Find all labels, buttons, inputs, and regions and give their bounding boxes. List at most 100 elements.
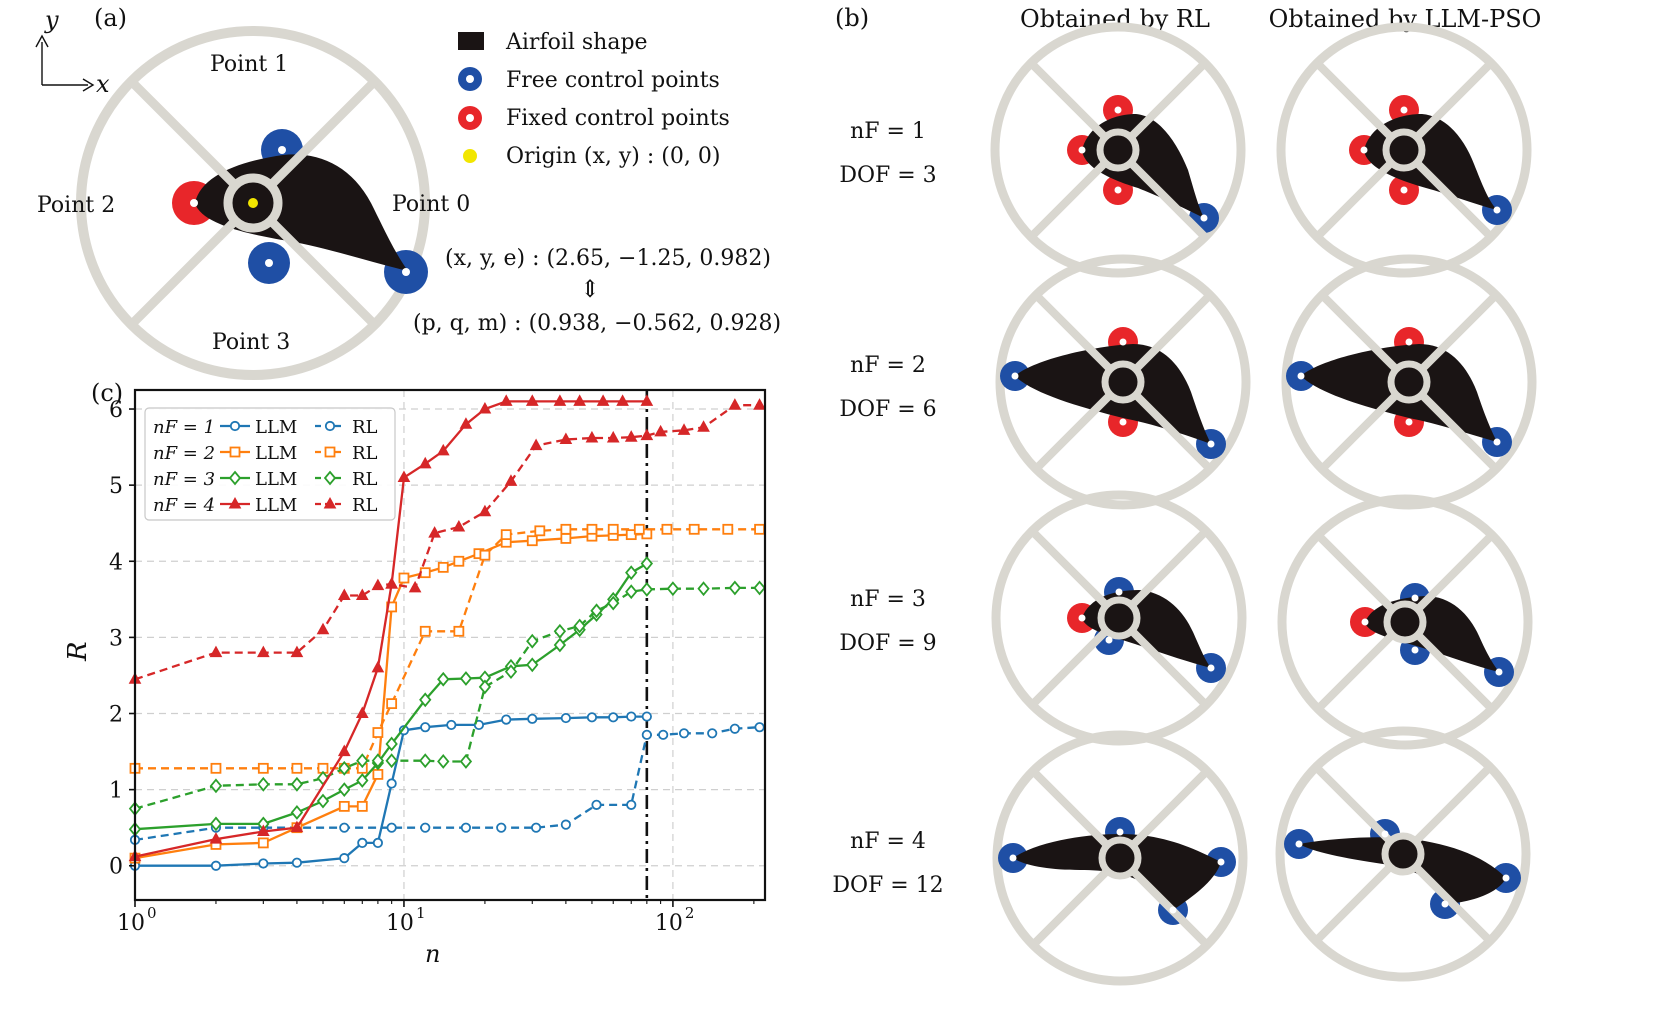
data-point — [446, 719, 457, 731]
data-point — [386, 778, 397, 789]
data-point — [291, 857, 303, 868]
wheel-diagram-a — [76, 26, 430, 380]
x-tick-exponent: 2 — [685, 904, 695, 922]
data-point — [420, 722, 431, 733]
y-tick-label: 3 — [109, 626, 123, 651]
plot-frame — [133, 388, 767, 902]
data-point — [210, 762, 222, 774]
data-point — [526, 535, 538, 547]
data-point — [386, 698, 398, 710]
data-point — [459, 417, 473, 429]
data-point — [640, 582, 654, 597]
data-point — [753, 580, 766, 596]
equation-xye: (x, y, e) : (2.65, −1.25, 0.982) — [445, 246, 771, 271]
data-point — [478, 401, 492, 414]
axis-x-label: x — [96, 70, 110, 98]
airfoil-rl-nf1 — [995, 27, 1241, 273]
panel-a: (a) y x — [35, 4, 781, 380]
legend-marker — [229, 446, 241, 458]
data-point — [526, 657, 539, 673]
x-tick-label: 10 — [117, 911, 145, 936]
legend-marker — [323, 470, 337, 486]
data-point — [372, 837, 383, 849]
data-point — [418, 456, 432, 469]
legend-marker — [228, 496, 242, 509]
data-point — [453, 625, 465, 637]
data-point — [460, 822, 472, 833]
data-point — [501, 714, 512, 725]
data-point — [256, 645, 270, 658]
data-point — [419, 692, 432, 708]
data-point — [459, 754, 473, 769]
panel-b-label: (b) — [835, 4, 869, 32]
data-point — [591, 799, 602, 810]
data-point — [419, 567, 431, 579]
data-point — [641, 711, 652, 722]
data-point — [640, 556, 654, 571]
data-point — [316, 622, 330, 635]
point-2-label: Point 2 — [37, 193, 115, 218]
data-point — [257, 762, 269, 774]
data-point — [209, 778, 223, 794]
data-point — [560, 819, 571, 830]
data-point — [616, 394, 629, 406]
data-point — [371, 660, 385, 673]
data-point — [428, 526, 441, 538]
data-point — [209, 832, 223, 844]
data-point — [398, 572, 410, 584]
row-3-dof: DOF = 9 — [839, 631, 936, 656]
data-point — [754, 523, 765, 535]
data-point — [316, 793, 330, 809]
airfoil-llm-nf4 — [1280, 731, 1526, 977]
x-tick-label: 10 — [386, 911, 414, 936]
airfoil-llm-nf3 — [1282, 499, 1528, 745]
data-point — [560, 712, 571, 724]
data-point — [729, 723, 740, 734]
legend-method-rl: RL — [352, 443, 378, 464]
data-point — [586, 523, 598, 535]
data-point — [640, 428, 654, 441]
x-tick-label: 10 — [655, 911, 683, 936]
data-point — [678, 728, 690, 739]
axis-y-label: y — [44, 6, 59, 34]
legend-airfoil-text: Airfoil shape — [505, 30, 648, 55]
legend-method-rl: RL — [352, 469, 378, 490]
data-point — [371, 578, 385, 591]
data-point — [526, 633, 539, 649]
legend-marker — [323, 496, 337, 509]
data-point — [290, 645, 304, 658]
legend-row-label: nF = 2 — [153, 443, 215, 464]
data-point — [633, 523, 645, 535]
data-point — [504, 664, 518, 680]
data-point — [590, 603, 603, 619]
data-point — [596, 394, 610, 406]
data-point — [408, 580, 422, 593]
legend-row-label: nF = 1 — [153, 417, 215, 438]
data-point — [290, 820, 304, 833]
series-line — [135, 528, 760, 770]
data-point — [529, 438, 543, 451]
point-3-label: Point 3 — [212, 330, 290, 355]
data-point — [666, 581, 680, 597]
data-point — [573, 618, 586, 634]
data-point — [419, 625, 431, 637]
data-point — [337, 744, 351, 757]
airfoil-llm-nf2 — [1286, 259, 1532, 505]
data-point — [559, 432, 573, 444]
data-point — [257, 776, 270, 792]
data-point — [290, 805, 304, 820]
data-point — [452, 519, 466, 532]
data-point — [356, 800, 368, 812]
data-point — [453, 555, 465, 567]
legend-marker — [324, 420, 336, 432]
data-point — [339, 822, 350, 833]
panel-c-label: (c) — [91, 379, 123, 407]
data-point — [677, 423, 691, 435]
data-point — [209, 816, 223, 832]
data-point — [355, 706, 369, 719]
data-point — [586, 712, 598, 723]
panel-a-label: (a) — [94, 4, 127, 32]
airfoil-rl-nf3 — [996, 495, 1242, 741]
data-point — [258, 858, 269, 869]
